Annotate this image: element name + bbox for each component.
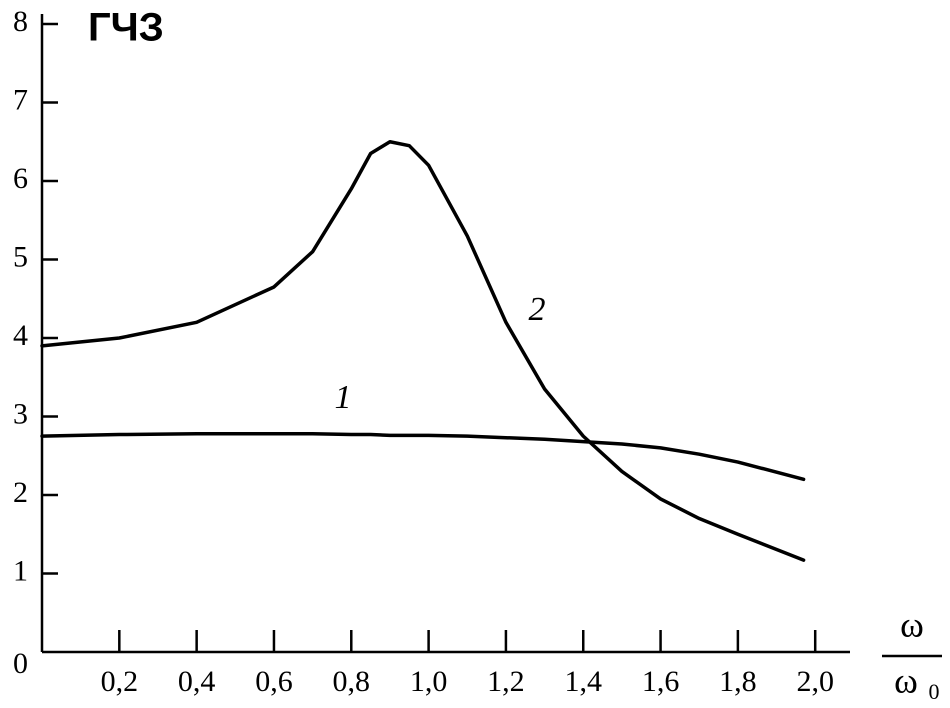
x-tick-label: 1,4: [564, 665, 602, 698]
y-tick-label: 7: [13, 83, 28, 116]
y-tick-label: 1: [13, 554, 28, 587]
curve-label: 1: [335, 379, 352, 416]
x-tick-label: 1,0: [410, 665, 448, 698]
y-tick-label: 6: [13, 162, 28, 195]
curve: [40, 432, 806, 482]
x-tick-label: 1,8: [719, 665, 757, 698]
curve: [40, 140, 806, 562]
x-tick-label: 1,6: [642, 665, 680, 698]
y-tick-label: 5: [13, 240, 28, 273]
x-label-denominator: ω: [894, 660, 918, 700]
x-tick-label: 0,2: [101, 665, 139, 698]
y-tick-label: 2: [13, 476, 28, 509]
y-tick-label: 3: [13, 397, 28, 430]
chart-title: ГЧЗ: [88, 6, 164, 50]
x-tick-label: 0,4: [178, 665, 216, 698]
y-tick-label: 0: [13, 647, 28, 680]
x-tick-label: 2,0: [796, 665, 834, 698]
curve-label: 2: [529, 291, 546, 328]
x-label-subscript: 0: [929, 679, 940, 704]
x-label-numerator: ω: [900, 604, 924, 644]
x-tick-label: 0,6: [255, 665, 293, 698]
y-tick-label: 4: [13, 319, 28, 352]
x-tick-label: 1,2: [487, 665, 525, 698]
y-tick-label: 8: [13, 5, 28, 38]
x-tick-label: 0,8: [333, 665, 371, 698]
